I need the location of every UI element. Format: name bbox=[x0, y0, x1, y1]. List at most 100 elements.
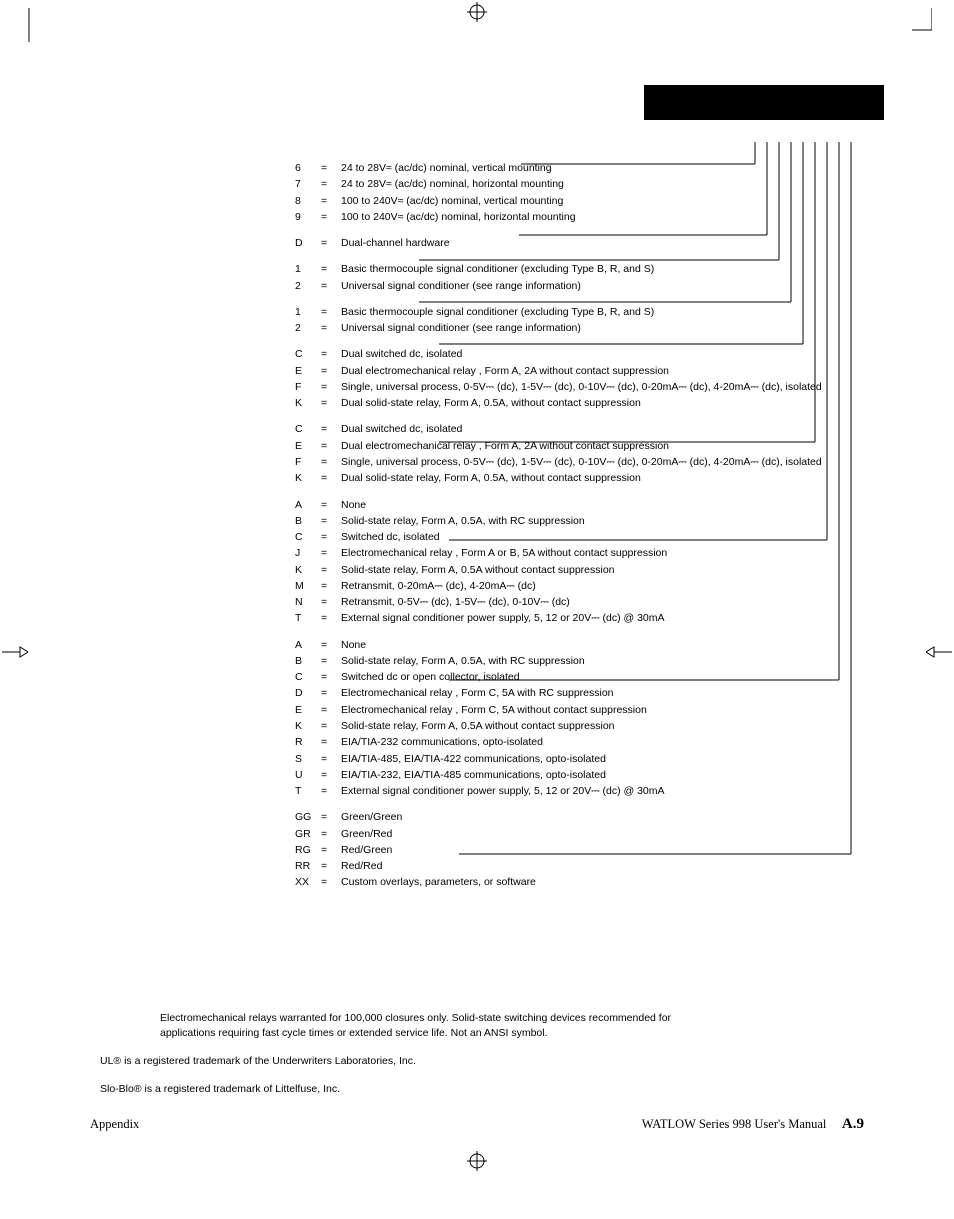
crop-mark-top-left bbox=[22, 8, 36, 42]
option-row: D=Electromechanical relay , Form C, 5A w… bbox=[295, 685, 825, 701]
equals-sign: = bbox=[321, 278, 341, 294]
option-code: D bbox=[295, 685, 321, 701]
option-group: GG=Green/GreenGR=Green/RedRG=Red/GreenRR… bbox=[295, 809, 825, 890]
page-footer: Appendix WATLOW Series 998 User's Manual… bbox=[70, 1116, 884, 1133]
option-code: T bbox=[295, 783, 321, 799]
equals-sign: = bbox=[321, 320, 341, 336]
option-row: RR=Red/Red bbox=[295, 858, 825, 874]
equals-sign: = bbox=[321, 513, 341, 529]
option-description: Electromechanical relay , Form C, 5A wit… bbox=[341, 702, 825, 718]
option-row: C=Switched dc, isolated bbox=[295, 529, 825, 545]
equals-sign: = bbox=[321, 470, 341, 486]
equals-sign: = bbox=[321, 261, 341, 277]
option-row: K=Dual solid-state relay, Form A, 0.5A, … bbox=[295, 470, 825, 486]
option-row: RG=Red/Green bbox=[295, 842, 825, 858]
option-description: Electromechanical relay , Form C, 5A wit… bbox=[341, 685, 825, 701]
option-code: K bbox=[295, 395, 321, 411]
option-code: J bbox=[295, 545, 321, 561]
option-description: Dual switched dc, isolated bbox=[341, 346, 825, 362]
option-row: B=Solid-state relay, Form A, 0.5A, with … bbox=[295, 653, 825, 669]
option-code: K bbox=[295, 562, 321, 578]
equals-sign: = bbox=[321, 363, 341, 379]
option-code: T bbox=[295, 610, 321, 626]
option-row: K=Solid-state relay, Form A, 0.5A withou… bbox=[295, 562, 825, 578]
option-description: Switched dc, isolated bbox=[341, 529, 825, 545]
equals-sign: = bbox=[321, 874, 341, 890]
equals-sign: = bbox=[321, 235, 341, 251]
option-description: Dual electromechanical relay , Form A, 2… bbox=[341, 438, 825, 454]
equals-sign: = bbox=[321, 767, 341, 783]
crop-mark-mid-right bbox=[926, 645, 952, 659]
header-black-box bbox=[644, 85, 884, 120]
equals-sign: = bbox=[321, 562, 341, 578]
option-description: 100 to 240V≈ (ac/dc) nominal, horizontal… bbox=[341, 209, 825, 225]
option-description: Dual switched dc, isolated bbox=[341, 421, 825, 437]
option-code: 1 bbox=[295, 261, 321, 277]
option-row: K=Solid-state relay, Form A, 0.5A withou… bbox=[295, 718, 825, 734]
equals-sign: = bbox=[321, 438, 341, 454]
option-description: Basic thermocouple signal conditioner (e… bbox=[341, 304, 825, 320]
option-code: RG bbox=[295, 842, 321, 858]
option-description: Dual-channel hardware bbox=[341, 235, 825, 251]
option-row: E=Dual electromechanical relay , Form A,… bbox=[295, 438, 825, 454]
option-code: C bbox=[295, 529, 321, 545]
option-code: B bbox=[295, 653, 321, 669]
option-code: 2 bbox=[295, 320, 321, 336]
crop-mark-top-center bbox=[467, 2, 487, 22]
equals-sign: = bbox=[321, 809, 341, 825]
equals-sign: = bbox=[321, 594, 341, 610]
equals-sign: = bbox=[321, 304, 341, 320]
option-group: C=Dual switched dc, isolatedE=Dual elect… bbox=[295, 421, 825, 486]
option-row: GG=Green/Green bbox=[295, 809, 825, 825]
option-description: Retransmit, 0-20mA⎓ (dc), 4-20mA⎓ (dc) bbox=[341, 578, 825, 594]
option-code: C bbox=[295, 346, 321, 362]
option-description: EIA/TIA-232 communications, opto-isolate… bbox=[341, 734, 825, 750]
option-group: A=NoneB=Solid-state relay, Form A, 0.5A,… bbox=[295, 497, 825, 627]
equals-sign: = bbox=[321, 842, 341, 858]
option-code: 6 bbox=[295, 160, 321, 176]
option-group: 1=Basic thermocouple signal conditioner … bbox=[295, 304, 825, 337]
option-group: C=Dual switched dc, isolatedE=Dual elect… bbox=[295, 346, 825, 411]
option-row: 1=Basic thermocouple signal conditioner … bbox=[295, 304, 825, 320]
option-code: F bbox=[295, 379, 321, 395]
equals-sign: = bbox=[321, 395, 341, 411]
option-group: D=Dual-channel hardware bbox=[295, 235, 825, 251]
option-row: 2=Universal signal conditioner (see rang… bbox=[295, 278, 825, 294]
option-row: 9=100 to 240V≈ (ac/dc) nominal, horizont… bbox=[295, 209, 825, 225]
option-code: D bbox=[295, 235, 321, 251]
option-code: C bbox=[295, 421, 321, 437]
option-description: Universal signal conditioner (see range … bbox=[341, 278, 825, 294]
option-row: S=EIA/TIA-485, EIA/TIA-422 communication… bbox=[295, 751, 825, 767]
footnotes: Electromechanical relays warranted for 1… bbox=[160, 1011, 884, 1098]
option-code: F bbox=[295, 454, 321, 470]
option-row: 7=24 to 28V≈ (ac/dc) nominal, horizontal… bbox=[295, 176, 825, 192]
option-description: Electromechanical relay , Form A or B, 5… bbox=[341, 545, 825, 561]
equals-sign: = bbox=[321, 545, 341, 561]
option-code: 9 bbox=[295, 209, 321, 225]
option-description: External signal conditioner power supply… bbox=[341, 783, 825, 799]
equals-sign: = bbox=[321, 669, 341, 685]
crop-mark-top-right bbox=[902, 8, 932, 38]
option-row: K=Dual solid-state relay, Form A, 0.5A, … bbox=[295, 395, 825, 411]
option-row: GR=Green/Red bbox=[295, 826, 825, 842]
option-description: Switched dc or open collector, isolated bbox=[341, 669, 825, 685]
option-row: U=EIA/TIA-232, EIA/TIA-485 communication… bbox=[295, 767, 825, 783]
equals-sign: = bbox=[321, 578, 341, 594]
option-row: A=None bbox=[295, 497, 825, 513]
option-row: T=External signal conditioner power supp… bbox=[295, 610, 825, 626]
option-description: Universal signal conditioner (see range … bbox=[341, 320, 825, 336]
crop-mark-bottom-center bbox=[467, 1151, 487, 1171]
option-description: Dual solid-state relay, Form A, 0.5A, wi… bbox=[341, 395, 825, 411]
option-description: Dual electromechanical relay , Form A, 2… bbox=[341, 363, 825, 379]
option-code: 8 bbox=[295, 193, 321, 209]
option-row: F=Single, universal process, 0-5V⎓ (dc),… bbox=[295, 379, 825, 395]
option-description: External signal conditioner power supply… bbox=[341, 610, 825, 626]
equals-sign: = bbox=[321, 685, 341, 701]
equals-sign: = bbox=[321, 751, 341, 767]
options-content: 6=24 to 28V≈ (ac/dc) nominal, vertical m… bbox=[295, 160, 825, 891]
equals-sign: = bbox=[321, 209, 341, 225]
option-description: Solid-state relay, Form A, 0.5A without … bbox=[341, 718, 825, 734]
equals-sign: = bbox=[321, 176, 341, 192]
equals-sign: = bbox=[321, 783, 341, 799]
option-row: F=Single, universal process, 0-5V⎓ (dc),… bbox=[295, 454, 825, 470]
